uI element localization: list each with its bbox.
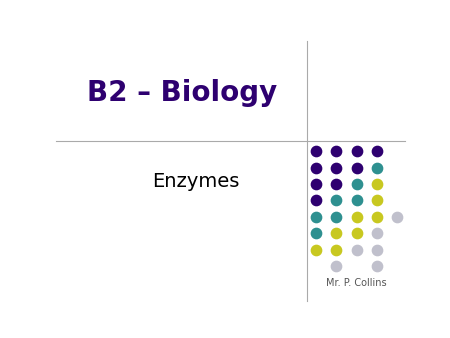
- Point: [333, 214, 340, 219]
- Text: Mr. P. Collins: Mr. P. Collins: [326, 277, 387, 288]
- Point: [312, 198, 319, 203]
- Text: Enzymes: Enzymes: [152, 172, 239, 191]
- Point: [373, 247, 380, 252]
- Point: [353, 148, 360, 154]
- Point: [353, 247, 360, 252]
- Point: [353, 165, 360, 170]
- Point: [312, 214, 319, 219]
- Point: [353, 214, 360, 219]
- Point: [333, 263, 340, 269]
- Point: [312, 231, 319, 236]
- Point: [393, 214, 400, 219]
- Point: [333, 165, 340, 170]
- Point: [333, 247, 340, 252]
- Point: [333, 198, 340, 203]
- Point: [353, 181, 360, 187]
- Point: [373, 148, 380, 154]
- Point: [373, 214, 380, 219]
- Point: [373, 165, 380, 170]
- Point: [353, 231, 360, 236]
- Point: [373, 231, 380, 236]
- Point: [353, 198, 360, 203]
- Point: [312, 165, 319, 170]
- Point: [312, 181, 319, 187]
- Point: [333, 231, 340, 236]
- Point: [333, 148, 340, 154]
- Point: [373, 198, 380, 203]
- Point: [373, 263, 380, 269]
- Point: [373, 181, 380, 187]
- Point: [333, 181, 340, 187]
- Point: [312, 247, 319, 252]
- Point: [312, 148, 319, 154]
- Text: B2 – Biology: B2 – Biology: [87, 79, 277, 106]
